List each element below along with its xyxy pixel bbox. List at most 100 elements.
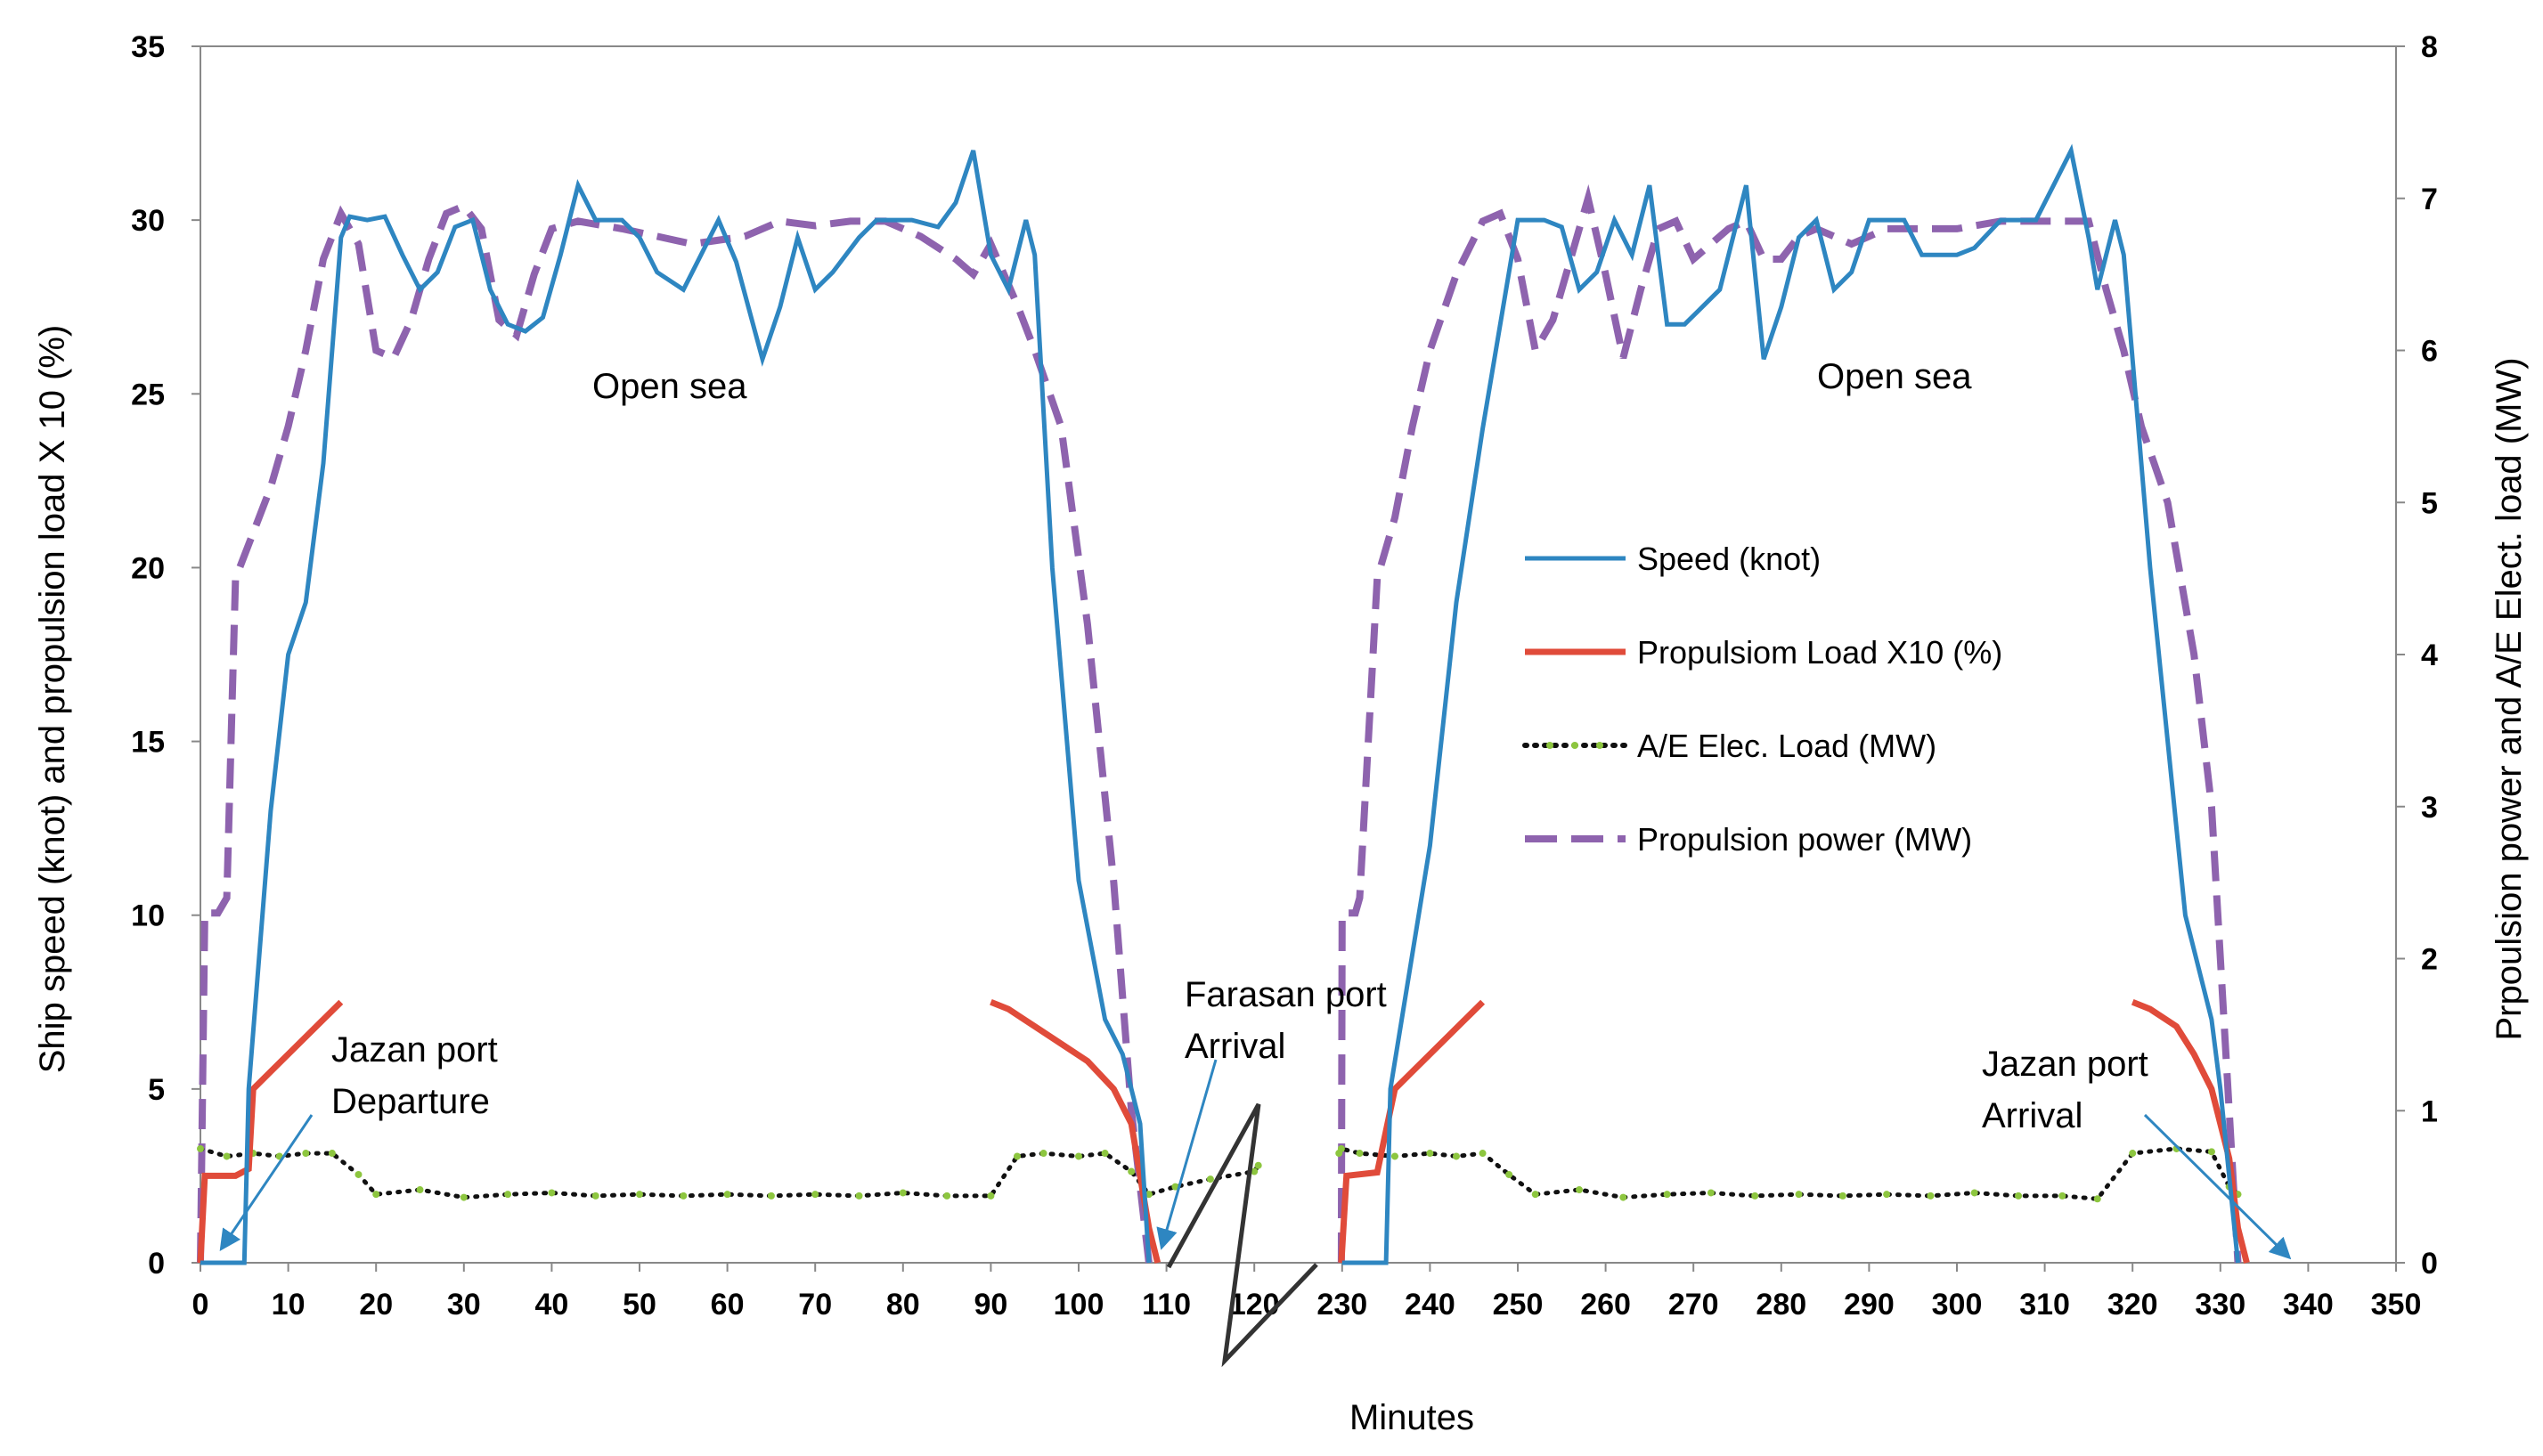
series-ae-point <box>416 1186 424 1194</box>
series-ae-point <box>2207 1148 2215 1156</box>
series-ae-point <box>328 1150 336 1158</box>
arrow-jazan-arrival <box>2143 1113 2292 1260</box>
legend-swatch-marker <box>1596 742 1603 749</box>
series-ae-point <box>1479 1150 1487 1158</box>
annotation-line: Departure <box>331 1082 490 1121</box>
series-ae-point <box>2129 1150 2137 1158</box>
annotation-line: Farasan port <box>1185 975 1387 1014</box>
annotation-line: Open sea <box>1817 357 1972 396</box>
series-ae-point <box>1251 1167 1259 1175</box>
y-right-tick-label: 5 <box>2421 486 2438 520</box>
y-right-tick-label: 1 <box>2421 1094 2438 1128</box>
series-ae-point <box>1356 1150 1364 1158</box>
annotation-line: Open sea <box>592 367 747 406</box>
arrow-jazan-departure <box>219 1114 314 1251</box>
series-ae-point <box>1751 1192 1759 1200</box>
x-tick-label: 120 <box>1229 1288 1280 1322</box>
x-tick-label: 70 <box>798 1288 832 1322</box>
y-left-tick-label: 5 <box>148 1073 165 1107</box>
x-tick-label: 40 <box>534 1288 568 1322</box>
series-ae-point <box>680 1192 688 1200</box>
series-ae-point <box>197 1144 204 1152</box>
x-tick-label: 290 <box>1844 1288 1895 1322</box>
legend-label-ae: A/E Elec. Load (MW) <box>1637 728 1936 764</box>
y-left-tick-label: 0 <box>148 1247 165 1281</box>
legend: Speed (knot) Propulsiom Load X10 (%) A/E E… <box>1522 541 2002 858</box>
annotation-line: Jazan port <box>1982 1045 2148 1084</box>
series-ae-point <box>1883 1191 1891 1199</box>
series-ae-point <box>987 1192 995 1200</box>
series-ae-point <box>767 1192 775 1200</box>
series-ae-point <box>1838 1192 1846 1200</box>
y-axis-right-title: Prpoulsion power and A/E Elect. load (MW… <box>2490 357 2529 1040</box>
series-ae-point <box>1619 1193 1627 1201</box>
series-ae-point <box>2015 1192 2023 1200</box>
y-right-tick-label: 4 <box>2421 639 2438 672</box>
series-ae-point <box>1171 1183 1179 1191</box>
x-tick-label: 50 <box>623 1288 656 1322</box>
x-tick-label: 280 <box>1756 1288 1806 1322</box>
series-speed-line <box>1341 143 2240 1265</box>
series-ae-point <box>1531 1191 1539 1199</box>
legend-swatch-marker <box>1546 742 1553 749</box>
y-left-tick-label: 30 <box>131 204 165 238</box>
series-ae-point <box>1101 1150 1109 1158</box>
series-ae-line <box>1336 1145 2240 1201</box>
series-ae-point <box>1426 1150 1434 1158</box>
series-ae-point <box>1013 1152 1021 1160</box>
series-ae-point <box>1128 1167 1136 1175</box>
series-ae-point <box>1927 1192 1935 1200</box>
x-tick-label: 350 <box>2371 1288 2422 1322</box>
series-load-line <box>990 999 1161 1264</box>
x-tick-label: 10 <box>272 1288 306 1322</box>
series-ae-point <box>2093 1195 2101 1203</box>
series-ae-point <box>899 1189 907 1197</box>
y-right-tick-label: 6 <box>2421 335 2438 369</box>
x-tick-label: 0 <box>192 1288 209 1322</box>
series-ae-point <box>372 1191 380 1199</box>
annotation-farasan-arrival: Farasan port Arrival <box>1185 975 1387 1066</box>
x-tick-label: 260 <box>1580 1288 1631 1322</box>
legend-swatch-marker <box>1571 742 1578 749</box>
series-load-line <box>2131 999 2250 1264</box>
x-tick-label: 30 <box>447 1288 481 1322</box>
legend-label-speed: Speed (knot) <box>1637 541 1821 577</box>
x-tick-label: 80 <box>886 1288 920 1322</box>
axis-break-mark <box>1166 1102 1318 1368</box>
series-ae-point <box>943 1192 951 1200</box>
series-ae-point <box>355 1170 363 1178</box>
series-ae-point <box>504 1191 512 1199</box>
x-tick-label: 110 <box>1142 1288 1191 1322</box>
annotations-layer: Open sea Open sea Jazan port Departure Faras… <box>219 357 2292 1368</box>
series-load-line <box>197 999 344 1264</box>
axes: 0 10 20 30 40 50 60 70 80 90 100 110 120 230 240 250 260… <box>131 30 2438 1322</box>
series-ae-point <box>1075 1152 1082 1160</box>
x-tick-label: 250 <box>1493 1288 1544 1322</box>
series-ae-point <box>1145 1191 1153 1199</box>
series-ae-point <box>1390 1152 1398 1160</box>
y-right-tick-label: 2 <box>2421 943 2438 977</box>
x-tick-label: 240 <box>1405 1288 1455 1322</box>
y-right-tick-label: 7 <box>2421 183 2438 216</box>
series-load-line <box>1338 999 1486 1264</box>
y-right-tick-label: 8 <box>2421 30 2438 64</box>
series-ae-line <box>198 1146 1261 1200</box>
x-tick-label: 340 <box>2283 1288 2334 1322</box>
series-layer <box>197 143 2250 1265</box>
y-left-tick-label: 10 <box>131 899 165 933</box>
y-left-tick-label: 35 <box>131 30 165 64</box>
legend-label-load: Propulsiom Load X10 (%) <box>1637 634 2002 671</box>
series-ae-point <box>1663 1191 1671 1199</box>
series-ae-point <box>1795 1191 1803 1199</box>
x-tick-label: 270 <box>1668 1288 1719 1322</box>
x-tick-label: 20 <box>359 1288 393 1322</box>
x-tick-label: 310 <box>2019 1288 2070 1322</box>
x-tick-label: 90 <box>974 1288 1007 1322</box>
y-right-tick-label: 0 <box>2421 1247 2438 1281</box>
y-left-tick-label: 25 <box>131 378 165 411</box>
series-ae-point <box>723 1191 731 1199</box>
annotation-jazan-departure: Jazan port Departure <box>331 1030 498 1121</box>
annotation-line: Arrival <box>1185 1027 1285 1066</box>
